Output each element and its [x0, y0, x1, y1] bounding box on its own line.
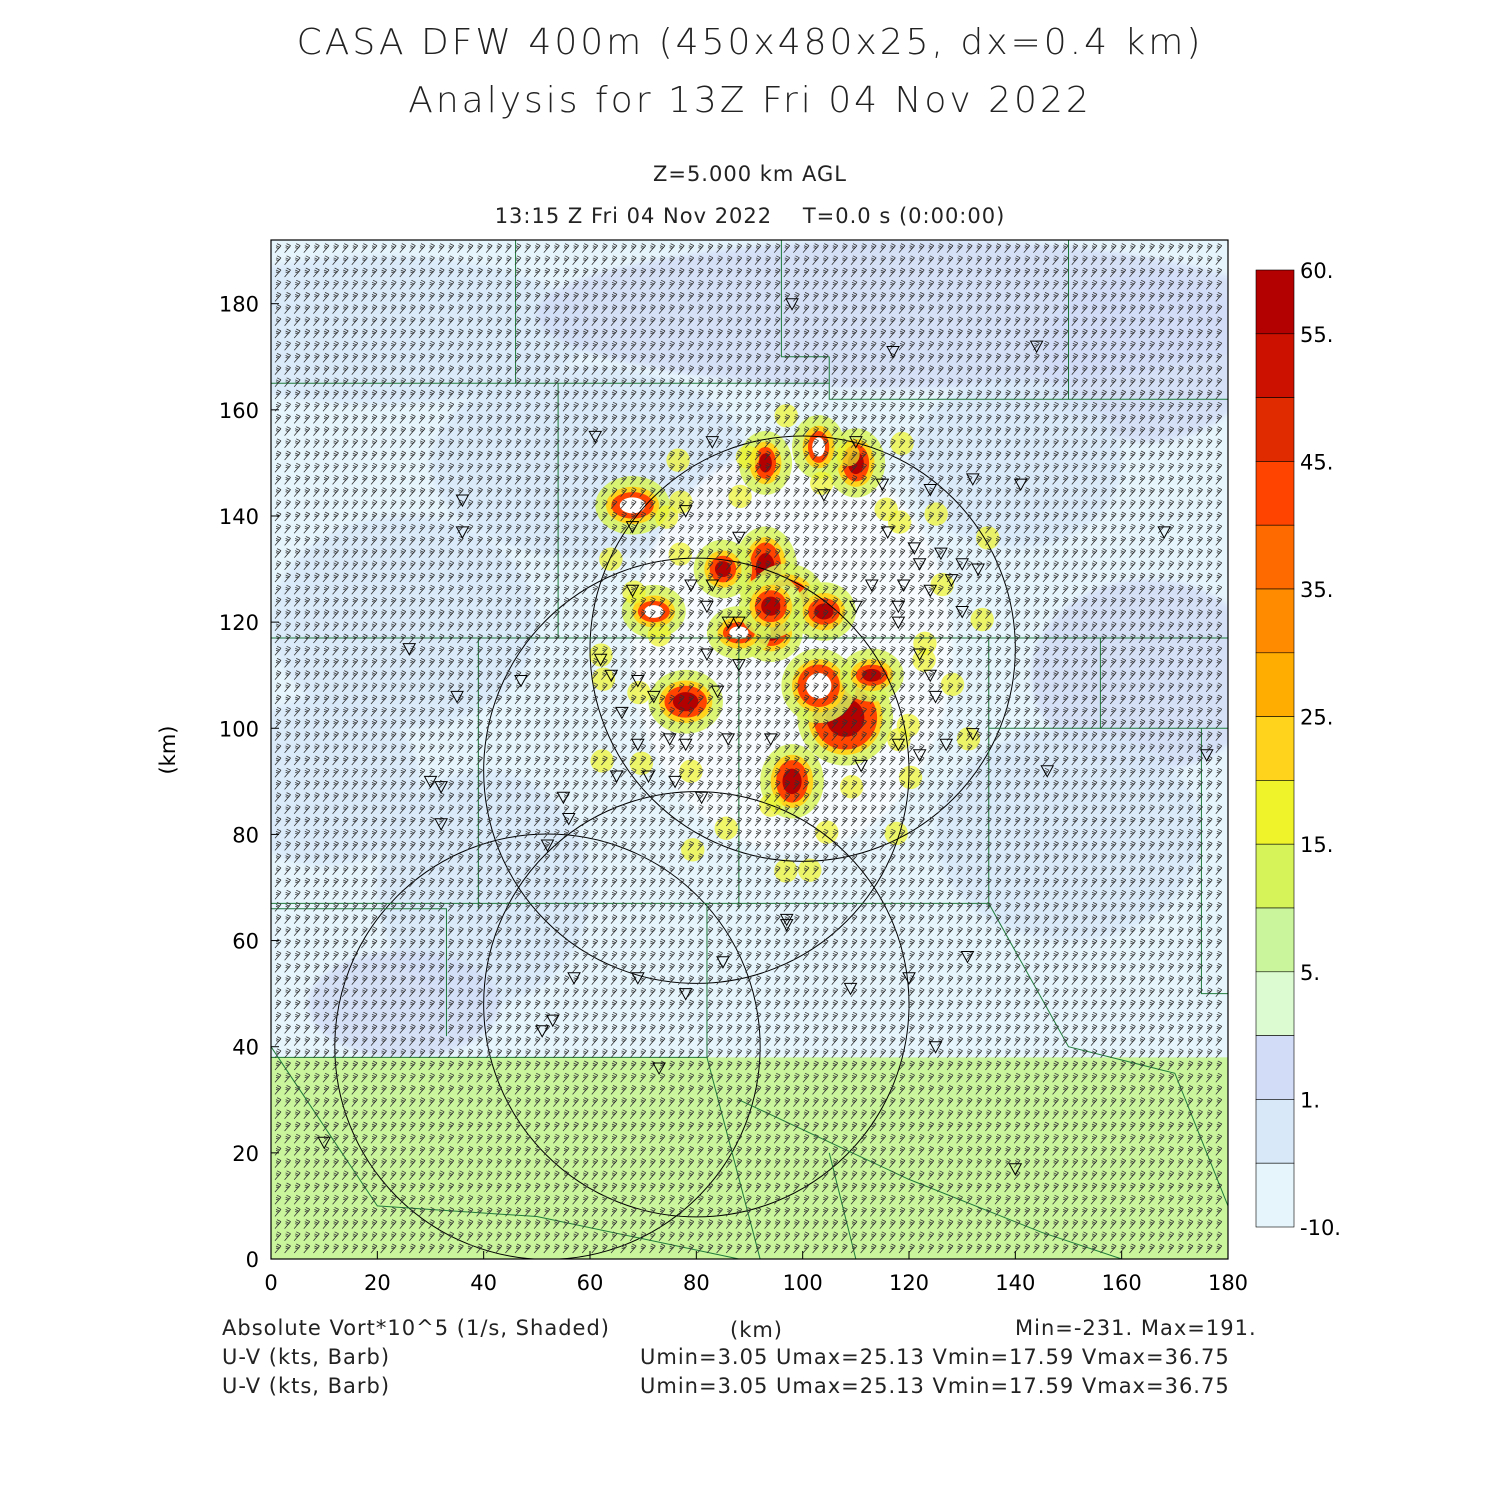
vort-fringe [798, 859, 821, 882]
vort-blob-peak [759, 453, 772, 472]
vort-blob-peak [673, 692, 699, 711]
vort-fringe [589, 643, 612, 666]
vort-fringe [924, 502, 947, 525]
vort-fringe [884, 822, 907, 845]
southern-band [271, 1057, 1228, 1259]
vorticity-field [165, 240, 1282, 1259]
vort-fringe [590, 749, 613, 772]
vort-fringe [666, 448, 689, 471]
